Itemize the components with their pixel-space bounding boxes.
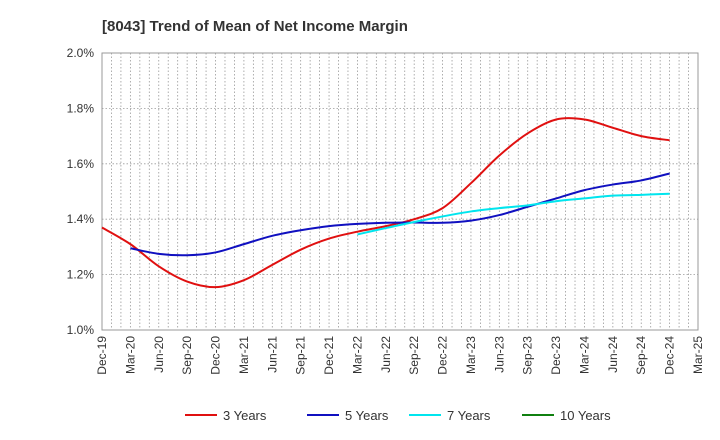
legend-label: 5 Years bbox=[345, 408, 389, 423]
legend-label: 7 Years bbox=[447, 408, 491, 423]
plot-area bbox=[101, 52, 699, 331]
x-tick-label: Mar-24 bbox=[577, 336, 591, 374]
series-line-7-years bbox=[357, 192, 670, 236]
x-tick-label: Dec-19 bbox=[95, 336, 109, 375]
y-tick-label: 2.0% bbox=[67, 46, 95, 60]
x-tick-label: Dec-21 bbox=[322, 336, 336, 375]
y-tick-label: 1.4% bbox=[67, 212, 95, 226]
x-tick-label: Dec-22 bbox=[436, 336, 450, 375]
x-tick-label: Mar-22 bbox=[350, 336, 364, 374]
x-tick-label: Sep-21 bbox=[294, 336, 308, 375]
x-tick-label: Mar-20 bbox=[123, 336, 137, 374]
x-tick-label: Sep-22 bbox=[407, 336, 421, 375]
series-lines bbox=[101, 117, 670, 289]
x-tick-label: Sep-24 bbox=[634, 336, 648, 375]
x-tick-label: Dec-20 bbox=[209, 336, 223, 375]
x-tick-label: Sep-23 bbox=[521, 336, 535, 375]
series-line-5-years bbox=[130, 172, 670, 257]
chart-title: [8043] Trend of Mean of Net Income Margi… bbox=[102, 18, 408, 35]
x-tick-label: Dec-23 bbox=[549, 336, 563, 375]
x-tick-label: Jun-20 bbox=[152, 336, 166, 373]
y-tick-label: 1.2% bbox=[67, 268, 95, 282]
x-tick-label: Jun-21 bbox=[265, 336, 279, 373]
x-tick-label: Mar-21 bbox=[237, 336, 251, 374]
x-tick-label: Jun-23 bbox=[492, 336, 506, 373]
y-tick-label: 1.8% bbox=[67, 101, 95, 115]
y-tick-label: 1.6% bbox=[67, 157, 95, 171]
legend-label: 10 Years bbox=[560, 408, 611, 423]
legend: 3 Years 5 Years 7 Years 10 Years bbox=[185, 408, 611, 423]
x-tick-label: Mar-23 bbox=[464, 336, 478, 374]
series-line-3-years bbox=[101, 117, 670, 289]
x-tick-label: Jun-22 bbox=[379, 336, 393, 373]
y-axis: 1.0% 1.2% 1.4% 1.6% 1.8% 2.0% bbox=[67, 46, 95, 337]
gridlines bbox=[102, 53, 698, 330]
x-tick-label: Jun-24 bbox=[606, 336, 620, 373]
x-tick-label: Dec-24 bbox=[663, 336, 677, 375]
x-tick-label: Mar-25 bbox=[691, 336, 705, 374]
y-tick-label: 1.0% bbox=[67, 323, 95, 337]
x-tick-label: Sep-20 bbox=[180, 336, 194, 375]
legend-label: 3 Years bbox=[223, 408, 267, 423]
x-axis: Dec-19 Mar-20 Jun-20 Sep-20 Dec-20 Mar-21 Jun-… bbox=[95, 336, 705, 375]
